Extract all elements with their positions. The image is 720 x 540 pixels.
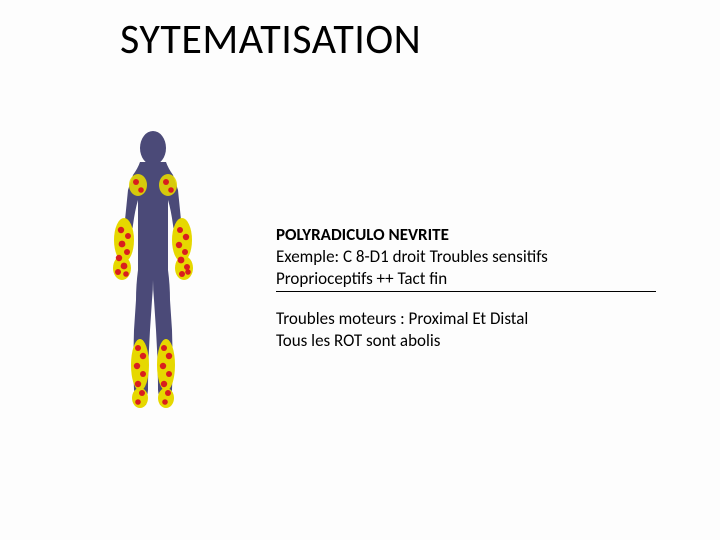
description-line-4: Troubles moteurs : Proximal Et Distal xyxy=(276,308,656,330)
body-diagram xyxy=(88,130,218,415)
description-line-3: Proprioceptifs ++ Tact fin xyxy=(276,268,656,290)
page-title: SYTEMATISATION xyxy=(120,14,421,65)
description-group-1: POLYRADICULO NEVRITE Exemple: C 8-D1 dro… xyxy=(276,224,656,292)
description-block: POLYRADICULO NEVRITE Exemple: C 8-D1 dro… xyxy=(276,224,656,352)
description-group-2: Troubles moteurs : Proximal Et Distal To… xyxy=(276,308,656,352)
description-heading: POLYRADICULO NEVRITE xyxy=(276,224,656,246)
description-line-2: Exemple: C 8-D1 droit Troubles sensitifs xyxy=(276,246,656,268)
description-line-5: Tous les ROT sont abolis xyxy=(276,330,656,352)
